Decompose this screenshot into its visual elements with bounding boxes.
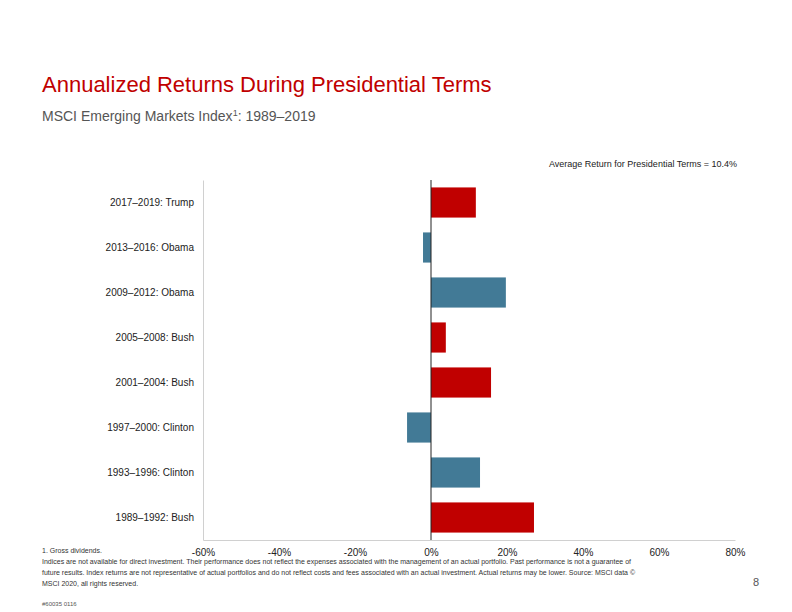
x-tick: -60% [192, 540, 215, 558]
subtitle: MSCI Emerging Markets Index1: 1989–2019 [42, 108, 316, 124]
x-tick-label: 0% [424, 547, 439, 558]
x-tick: -20% [344, 540, 367, 558]
footnote: future results. Index returns are not re… [42, 569, 636, 577]
bar [431, 277, 506, 307]
x-tick: 0% [424, 540, 439, 558]
y-tick-label: 1993–1996: Clinton [107, 467, 194, 478]
y-tick-label: 2001–2004: Bush [116, 377, 194, 388]
y-tick: 2001–2004: Bush [116, 377, 203, 388]
x-tick-label: 60% [649, 547, 669, 558]
y-tick-label: 1989–1992: Bush [116, 512, 194, 523]
x-axis-line [204, 540, 736, 541]
x-tick-label: 80% [725, 547, 745, 558]
y-tick-label: 2017–2019: Trump [110, 197, 194, 208]
y-tick-label: 2005–2008: Bush [116, 332, 194, 343]
zero-line [431, 180, 432, 540]
bar [431, 187, 476, 217]
y-tick: 2013–2016: Obama [106, 242, 203, 253]
document-code: #60035 0116 [42, 601, 77, 607]
y-tick-label: 2013–2016: Obama [106, 242, 195, 253]
y-tick-label: 2009–2012: Obama [106, 287, 195, 298]
subtitle-part: MSCI Emerging Markets Index [42, 108, 233, 124]
bar [431, 457, 480, 487]
y-tick: 2005–2008: Bush [116, 332, 203, 343]
footnote: MSCI 2020, all rights reserved. [42, 580, 138, 588]
annotation: Average Return for Presidential Terms = … [549, 159, 737, 169]
y-tick: 1993–1996: Clinton [107, 467, 203, 478]
bar [431, 322, 446, 352]
footnote: Indices are not available for direct inv… [42, 558, 631, 566]
x-tick: 20% [497, 540, 517, 558]
x-tick-label: -60% [192, 547, 215, 558]
x-tick-label: -20% [344, 547, 367, 558]
chart: Annualized Returns During Presidential T… [0, 0, 792, 612]
x-tick-label: 20% [497, 547, 517, 558]
x-tick: 60% [649, 540, 669, 558]
y-tick: 1989–1992: Bush [116, 512, 203, 523]
bar [407, 412, 431, 442]
subtitle-part: : 1989–2019 [238, 108, 316, 124]
x-axis: -60% -40% -20% 0% 20% 40% 60% 80% [192, 540, 746, 558]
footnote: 1. Gross dividends. [42, 547, 102, 554]
y-tick: 2009–2012: Obama [106, 287, 203, 298]
y-tick-label: 1997–2000: Clinton [107, 422, 194, 433]
y-axis-line [203, 181, 204, 541]
bar [431, 367, 491, 397]
x-tick: 80% [725, 540, 745, 558]
bars [407, 187, 534, 532]
bar [423, 232, 431, 262]
title: Annualized Returns During Presidential T… [42, 72, 492, 97]
y-axis: 2017–2019: Trump 2013–2016: Obama 2009–201… [106, 181, 204, 541]
bar [431, 502, 534, 532]
x-tick: -40% [268, 540, 291, 558]
x-tick-label: -40% [268, 547, 291, 558]
y-tick: 1997–2000: Clinton [107, 422, 203, 433]
y-tick: 2017–2019: Trump [110, 197, 203, 208]
x-tick-label: 40% [573, 547, 593, 558]
x-tick: 40% [573, 540, 593, 558]
page-number: 8 [753, 576, 759, 588]
